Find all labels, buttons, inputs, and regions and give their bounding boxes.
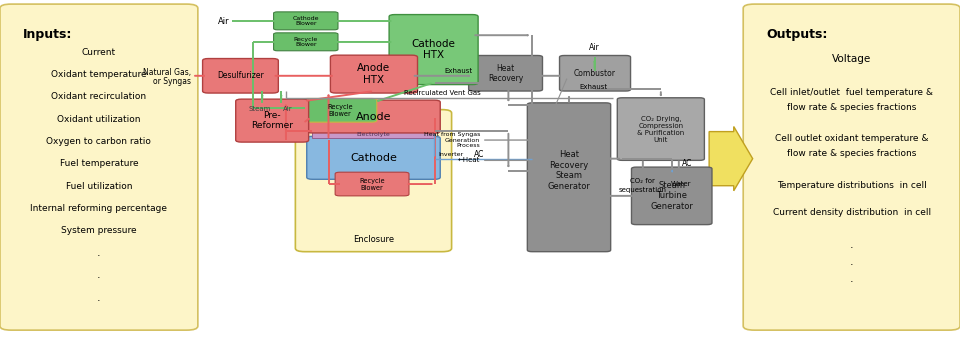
Text: Anode
HTX: Anode HTX (357, 63, 391, 85)
Text: .: . (850, 240, 853, 250)
Text: .: . (850, 257, 853, 267)
Text: Cell outlet oxidant temperature &: Cell outlet oxidant temperature & (775, 134, 928, 143)
Text: Cell inlet/outlet  fuel temperature &: Cell inlet/outlet fuel temperature & (770, 88, 933, 97)
Text: Water: Water (670, 181, 691, 187)
FancyBboxPatch shape (335, 172, 409, 196)
FancyBboxPatch shape (468, 56, 542, 91)
Text: Internal reforming percentage: Internal reforming percentage (31, 204, 167, 213)
Text: Temperature distributions  in cell: Temperature distributions in cell (777, 181, 926, 190)
Text: Fuel utilization: Fuel utilization (65, 181, 132, 191)
Text: Oxygen to carbon ratio: Oxygen to carbon ratio (46, 137, 152, 146)
Text: Combustor: Combustor (574, 69, 616, 78)
Text: flow rate & species fractions: flow rate & species fractions (787, 149, 916, 158)
Text: .: . (97, 293, 101, 303)
Text: Air: Air (218, 16, 229, 26)
Text: Anode: Anode (356, 112, 392, 121)
Text: CO₂ for: CO₂ for (631, 178, 656, 184)
FancyBboxPatch shape (0, 4, 198, 330)
Text: flow rate & species fractions: flow rate & species fractions (787, 103, 916, 113)
Text: Pre-
Reformer: Pre- Reformer (252, 111, 293, 130)
FancyBboxPatch shape (303, 99, 376, 122)
Text: Cathode: Cathode (350, 153, 396, 163)
Text: Cathode
HTX: Cathode HTX (412, 39, 456, 60)
Text: Recycle
Blower: Recycle Blower (327, 104, 352, 117)
Text: Outputs:: Outputs: (766, 28, 828, 42)
FancyBboxPatch shape (527, 103, 611, 252)
Text: Recycle
Blower: Recycle Blower (359, 178, 385, 191)
Text: Inverter: Inverter (439, 152, 464, 157)
Text: Heat from Syngas
Generation
Process: Heat from Syngas Generation Process (423, 132, 480, 148)
Text: Enclosure: Enclosure (353, 235, 394, 244)
Text: Voltage: Voltage (832, 54, 872, 64)
FancyBboxPatch shape (307, 136, 441, 179)
FancyBboxPatch shape (389, 15, 478, 85)
Text: Cathode
Blower: Cathode Blower (293, 16, 319, 26)
Text: AC: AC (474, 150, 485, 159)
Text: Exhaust: Exhaust (580, 84, 608, 90)
Text: Exhaust: Exhaust (444, 69, 472, 74)
Text: CO₂ Drying,
Compression
& Purification
Unit: CO₂ Drying, Compression & Purification U… (637, 116, 684, 143)
Text: Fuel temperature: Fuel temperature (60, 159, 138, 168)
FancyBboxPatch shape (617, 98, 705, 160)
Text: Air: Air (283, 106, 293, 112)
FancyBboxPatch shape (203, 59, 278, 93)
FancyBboxPatch shape (632, 167, 712, 225)
Text: Recycle
Blower: Recycle Blower (294, 36, 318, 47)
Bar (312, 131, 435, 138)
Text: Electrolyte: Electrolyte (356, 132, 391, 137)
FancyBboxPatch shape (560, 56, 631, 91)
Text: AC: AC (682, 159, 692, 168)
FancyBboxPatch shape (236, 99, 308, 142)
Text: Current density distribution  in cell: Current density distribution in cell (773, 208, 930, 217)
Text: ←Heat: ←Heat (458, 157, 480, 163)
FancyBboxPatch shape (274, 12, 338, 30)
Text: Desulfurizer: Desulfurizer (217, 71, 264, 80)
Text: .: . (97, 270, 101, 280)
Text: Heat
Recovery
Steam
Generator: Heat Recovery Steam Generator (547, 150, 590, 191)
Text: .: . (97, 248, 101, 258)
FancyBboxPatch shape (330, 55, 418, 93)
Text: Oxidant utilization: Oxidant utilization (58, 115, 141, 123)
Text: Oxidant recirculation: Oxidant recirculation (51, 92, 147, 101)
Text: System pressure: System pressure (61, 226, 136, 235)
FancyBboxPatch shape (307, 100, 441, 133)
Text: Heat
Recovery: Heat Recovery (488, 63, 523, 83)
Text: Inputs:: Inputs: (23, 28, 72, 42)
FancyArrow shape (709, 127, 753, 191)
Text: Oxidant temperature: Oxidant temperature (51, 70, 147, 79)
Text: or Syngas: or Syngas (154, 77, 191, 86)
Text: Natural Gas,: Natural Gas, (143, 68, 191, 77)
FancyBboxPatch shape (296, 109, 451, 252)
Text: Current: Current (82, 48, 116, 57)
Text: Steam: Steam (249, 106, 271, 112)
Text: sequestration: sequestration (619, 188, 667, 193)
Text: .: . (850, 274, 853, 284)
Text: Steam
Turbine
Generator: Steam Turbine Generator (650, 181, 693, 211)
FancyBboxPatch shape (274, 33, 338, 51)
Text: Air: Air (589, 43, 600, 52)
FancyBboxPatch shape (743, 4, 960, 330)
Text: Recirculated Vent Gas: Recirculated Vent Gas (404, 90, 481, 96)
